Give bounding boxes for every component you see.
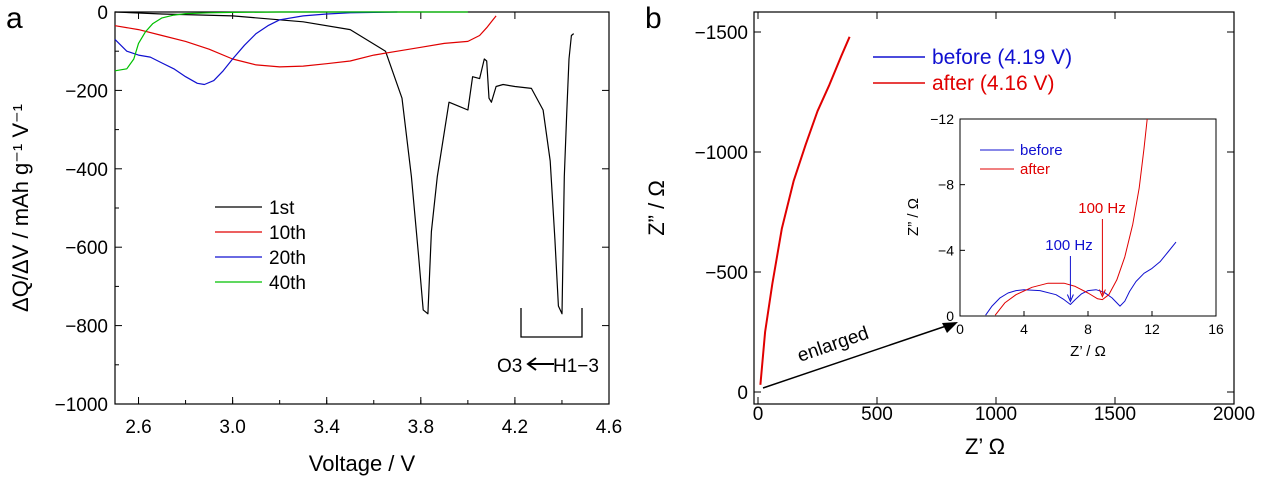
b-series-after-4-16-v- [759,36,851,385]
a-xtick-label: 4.6 [596,417,622,438]
panel-a-label: a [6,2,23,35]
a-series-40th [114,11,468,72]
a-ytick-label: −200 [65,81,108,102]
b-xtick-label: 500 [861,404,893,425]
i-marker-label: 100 Hz [1078,200,1126,217]
annotation-h1-3: H1−3 [553,356,599,377]
panel-b-ylabel: Z” / Ω [644,180,669,236]
panel-b-frame [753,11,1235,405]
panel-a-ticks [115,11,610,405]
inset-series-before [985,241,1177,316]
b-ytick-label: −500 [705,263,748,284]
inset-series [985,118,1177,316]
b-ytick-label: −1500 [695,23,748,44]
i-ytick-label: −8 [938,177,954,193]
i-ytick-label: −4 [938,242,954,258]
panel-a-tick-labels: 2.6 3.0 3.4 3.8 4.2 4.6 0 −200 −400 −600 −800 −1000 [55,3,623,438]
panel-a-xlabel: Voltage / V [309,451,416,476]
inset-frame [959,118,1217,317]
a-xtick-label: 3.4 [314,417,341,438]
panel-a-series [114,11,575,315]
a-legend-label: 40th [269,273,306,294]
inset-ylabel: Z” / Ω [905,198,922,236]
panel-a-frame [114,11,610,405]
enlarged-arrow-head [942,322,958,333]
a-xtick-label: 3.0 [219,417,245,438]
b-xtick-label: 1500 [1094,404,1136,425]
b-xtick-label: 0 [753,404,764,425]
b-legend-label: after (4.16 V) [932,72,1055,95]
a-legend-label: 20th [269,248,306,269]
a-series-10th [114,15,497,68]
b-xtick-label: 2000 [1213,404,1255,425]
a-ytick-label: 0 [97,3,108,24]
i-marker-arrow-head [1098,289,1106,298]
b-ytick-label: 0 [737,383,748,404]
i-ytick-label: 0 [946,308,954,324]
phase-arrow [526,357,554,371]
a-legend-label: 1st [269,198,295,219]
a-xtick-label: 3.8 [408,417,434,438]
panel-a-legend: 1st 10th 20th 40th [215,198,306,294]
b-legend-label: before (4.19 V) [932,46,1072,69]
panel-b-series [759,36,851,385]
inset-tick-labels: 0 4 8 12 16 0 −4 −8 −12 [930,111,1224,337]
i-marker-label: 100 Hz [1045,237,1093,254]
a-ytick-label: −400 [65,160,108,181]
a-series-20th [114,11,398,86]
inset-series-after [994,118,1148,316]
inset-markers: 100 Hz 100 Hz [1045,200,1126,303]
i-xtick-label: 8 [1084,321,1092,337]
b-xtick-label: 1000 [975,404,1017,425]
i-xtick-label: 16 [1208,321,1224,337]
i-marker-arrow-head [1066,294,1074,303]
a-ytick-label: −800 [65,317,108,338]
a-xtick-label: 4.2 [502,417,528,438]
panel-b-xlabel: Z’ Ω [965,434,1005,459]
inset-xlabel: Z’ / Ω [1070,343,1106,360]
enlarged-label: enlarged [795,323,872,367]
inset-legend: before after [980,142,1063,178]
i-ytick-label: −12 [930,111,954,127]
a-series-1st [114,11,575,315]
a-ytick-label: −1000 [55,395,108,416]
b-ytick-label: −1000 [695,143,748,164]
i-xtick-label: 0 [956,321,964,337]
panel-b-label: b [645,2,662,35]
a-legend-label: 10th [269,223,306,244]
i-xtick-label: 12 [1144,321,1160,337]
panel-b-ticks [754,12,1235,404]
annotation-o3: O3 [497,356,522,377]
panel-a-ylabel: ΔQ/ΔV / mAh g⁻¹ V⁻¹ [8,104,33,312]
i-legend-label: after [1020,161,1050,178]
i-legend-label: before [1020,142,1063,159]
enlarged-arrow [762,322,956,389]
a-ytick-label: −600 [65,238,108,259]
phase-bracket [520,308,583,338]
i-xtick-label: 4 [1020,321,1028,337]
inset-ticks [959,118,1217,317]
a-xtick-label: 2.6 [125,417,151,438]
panel-b-tick-labels: 0 500 1000 1500 2000 0 −500 −1000 −1500 [695,23,1256,425]
panel-b-legend: before (4.19 V) after (4.16 V) [873,46,1072,95]
